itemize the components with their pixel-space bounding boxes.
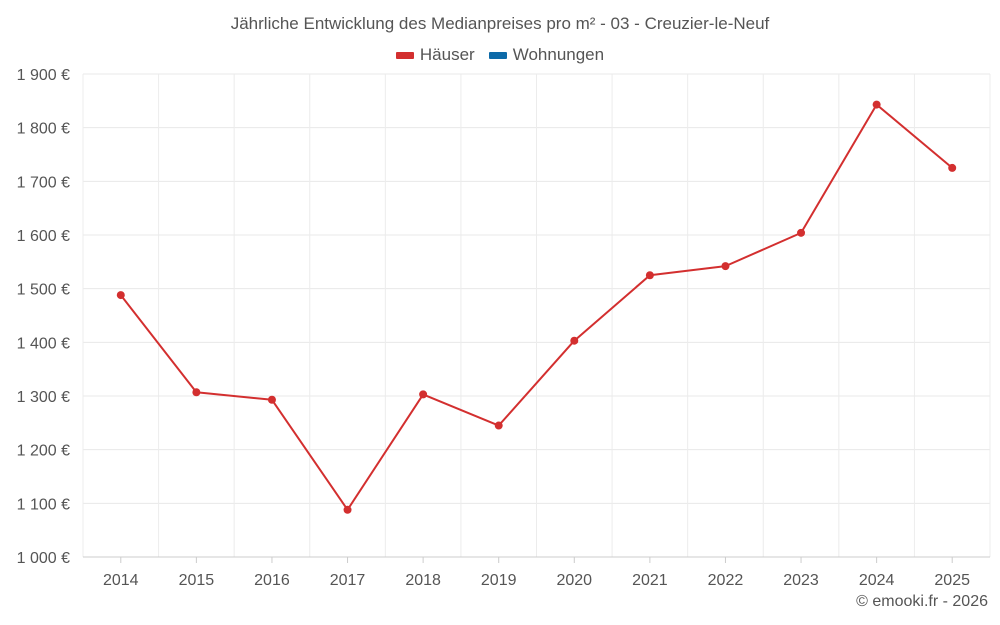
y-tick-label: 1 700 €: [17, 174, 70, 191]
legend-swatch-wohnungen: [488, 51, 507, 59]
data-point[interactable]: [721, 262, 730, 271]
data-point[interactable]: [570, 336, 579, 345]
data-point[interactable]: [267, 395, 276, 404]
y-tick-label: 1 200 €: [17, 443, 70, 460]
data-point[interactable]: [797, 228, 806, 237]
data-point[interactable]: [948, 163, 957, 172]
x-tick-label: 2019: [481, 572, 517, 589]
y-tick-label: 1 600 €: [17, 228, 70, 245]
x-tick-label: 2021: [632, 572, 668, 589]
legend-swatch-haeuser: [395, 51, 414, 59]
x-tick-label: 2022: [708, 572, 744, 589]
legend: Häuser Wohnungen: [0, 45, 1000, 65]
y-tick-label: 1 900 €: [17, 67, 70, 84]
data-point[interactable]: [419, 390, 428, 399]
series-line-0: [120, 103, 953, 511]
chart-title: Jährliche Entwicklung des Medianpreises …: [230, 14, 770, 33]
y-tick-label: 1 000 €: [17, 550, 70, 567]
x-tick-label: 2018: [405, 572, 441, 589]
y-tick-label: 1 100 €: [17, 496, 70, 513]
legend-label-haeuser: Häuser: [419, 45, 475, 64]
y-tick-label: 1 500 €: [17, 282, 70, 299]
data-point[interactable]: [645, 271, 654, 280]
x-tick-label: 2017: [330, 572, 366, 589]
x-tick-label: 2015: [179, 572, 215, 589]
credit: © emooki.fr - 2026: [856, 593, 988, 610]
x-tick-label: 2023: [783, 572, 819, 589]
y-tick-label: 1 400 €: [17, 335, 70, 352]
legend-item-wohnungen[interactable]: Wohnungen: [488, 45, 605, 65]
y-tick-label: 1 800 €: [17, 121, 70, 138]
data-point[interactable]: [343, 505, 352, 514]
data-point[interactable]: [494, 421, 503, 430]
x-tick-label: 2025: [934, 572, 970, 589]
data-point[interactable]: [116, 291, 125, 300]
x-tick-label: 2020: [556, 572, 592, 589]
legend-item-haeuser[interactable]: Häuser: [395, 45, 475, 65]
data-point[interactable]: [192, 388, 201, 397]
x-tick-label: 2016: [254, 572, 290, 589]
series-layer: [116, 100, 957, 514]
legend-label-wohnungen: Wohnungen: [512, 45, 605, 64]
y-tick-label: 1 300 €: [17, 389, 70, 406]
x-tick-label: 2014: [103, 572, 139, 589]
grid: [82, 73, 991, 558]
data-point[interactable]: [872, 100, 881, 109]
x-tick-label: 2024: [859, 572, 895, 589]
axes: 1 000 € 1 100 € 1 200 € 1 300 € 1 400 € 1 500…: [17, 67, 990, 589]
